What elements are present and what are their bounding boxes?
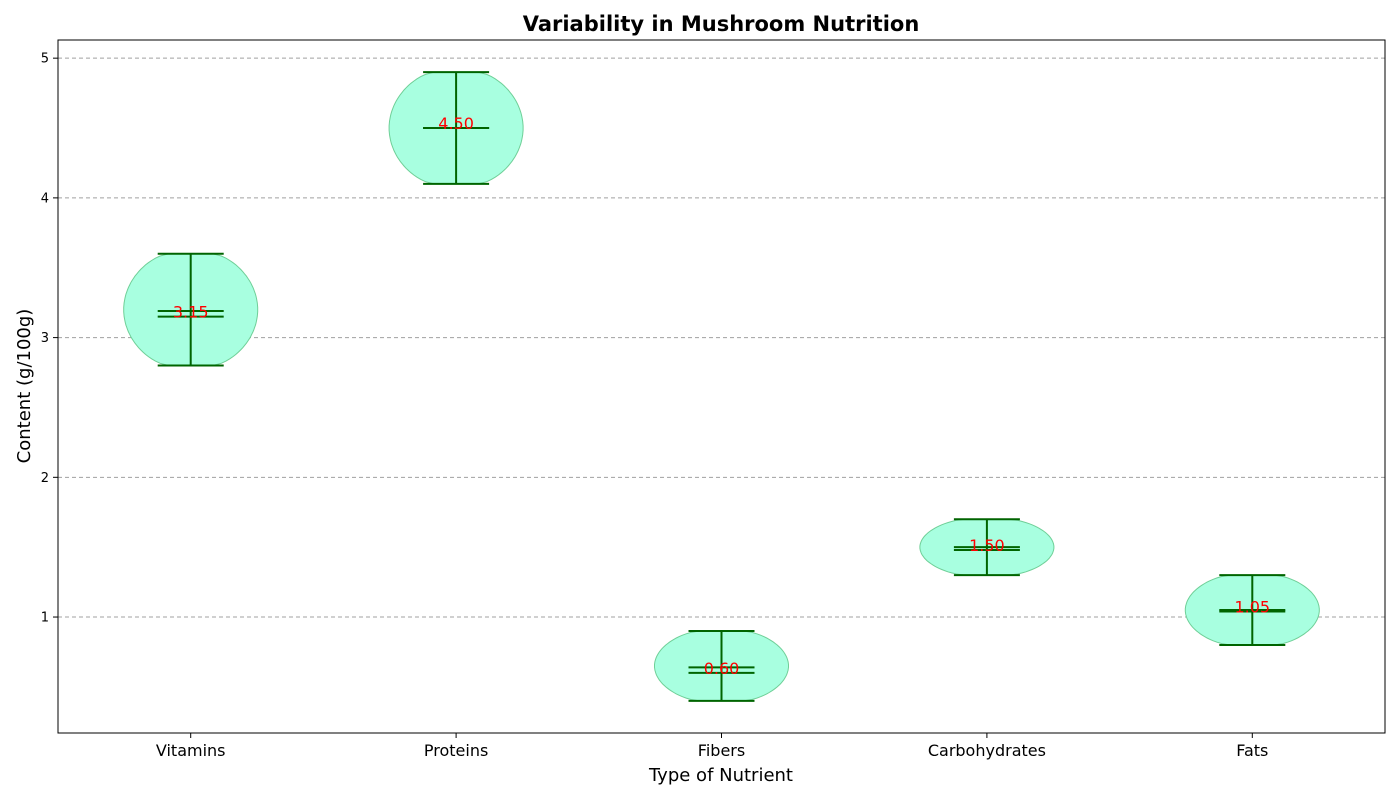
violins: 3.15 4.50 0.60 1.50 1.05 bbox=[123, 71, 1320, 702]
x-axis-label: Type of Nutrient bbox=[648, 765, 793, 786]
x-tick-label: Fibers bbox=[698, 741, 745, 760]
violin-value-label: 0.60 bbox=[704, 659, 740, 678]
x-tick-label: Fats bbox=[1236, 741, 1268, 760]
chart-title: Variability in Mushroom Nutrition bbox=[523, 12, 920, 36]
violin-vitamins: 3.15 bbox=[123, 252, 259, 367]
violin-value-label: 1.05 bbox=[1234, 597, 1270, 616]
x-axis-ticks: Vitamins Proteins Fibers Carbohydrates Fats bbox=[156, 733, 1268, 760]
x-tick-label: Carbohydrates bbox=[928, 741, 1046, 760]
x-tick-label: Proteins bbox=[424, 741, 488, 760]
violin-value-label: 4.50 bbox=[438, 114, 474, 133]
violin-carbohydrates: 1.50 bbox=[919, 518, 1055, 577]
violin-fibers: 0.60 bbox=[654, 630, 789, 702]
x-tick-label: Vitamins bbox=[156, 741, 226, 760]
y-tick-label: 3 bbox=[41, 331, 49, 346]
y-tick-label: 5 bbox=[41, 52, 49, 67]
y-tick-label: 1 bbox=[41, 611, 49, 626]
y-axis-ticks: 1 2 3 4 5 bbox=[41, 52, 58, 626]
y-axis-label: Content (g/100g) bbox=[14, 309, 35, 464]
violin-proteins: 4.50 bbox=[388, 71, 524, 185]
violin-value-label: 3.15 bbox=[173, 303, 209, 322]
y-tick-label: 4 bbox=[41, 191, 49, 206]
violin-value-label: 1.50 bbox=[969, 536, 1005, 555]
violin-fats: 1.05 bbox=[1184, 574, 1320, 646]
y-tick-label: 2 bbox=[41, 471, 49, 486]
